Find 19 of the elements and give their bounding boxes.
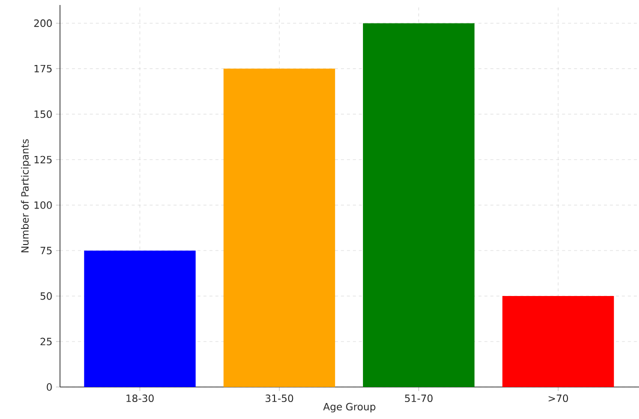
bar xyxy=(224,68,336,387)
y-tick-label: 25 xyxy=(40,338,52,346)
y-tick-label: 0 xyxy=(46,383,52,391)
y-tick-label: 125 xyxy=(34,156,52,164)
bar xyxy=(502,296,614,387)
bar xyxy=(84,250,196,387)
y-axis-title: Number of Participants xyxy=(20,139,31,252)
x-tick-label: 31-50 xyxy=(266,394,294,402)
x-tick-label: 18-30 xyxy=(126,394,154,402)
y-tick-label: 150 xyxy=(34,110,52,118)
x-tick-label: 51-70 xyxy=(405,394,433,402)
x-axis-title: Age Group xyxy=(323,402,376,412)
x-tick-label: >70 xyxy=(548,394,568,402)
y-tick-label: 50 xyxy=(40,292,52,300)
y-tick-label: 175 xyxy=(34,64,52,72)
y-tick-label: 100 xyxy=(34,201,52,209)
bar xyxy=(362,23,474,387)
y-tick-label: 75 xyxy=(40,246,52,254)
y-tick-label: 200 xyxy=(34,19,52,27)
